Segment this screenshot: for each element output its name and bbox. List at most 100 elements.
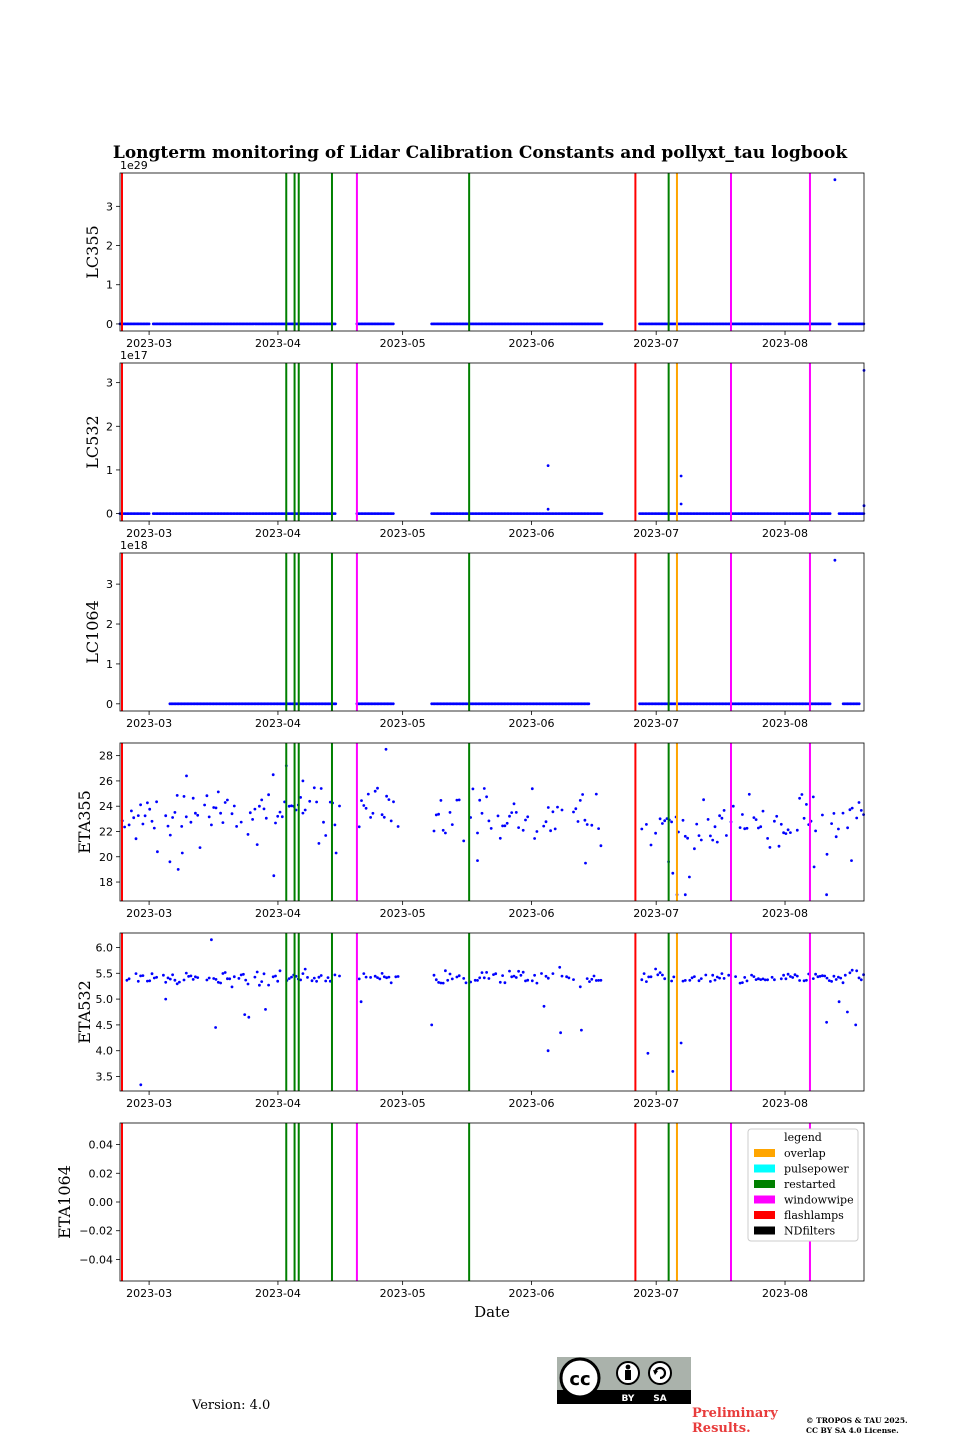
data-point xyxy=(697,979,701,983)
copyright-line-1: © TROPOS & TAU 2025. xyxy=(806,1416,908,1425)
y-axis-label: LC532 xyxy=(83,415,102,468)
panel-eta1064: 2023-03 2023-04 2023-05 2023-06 2023-07 2023-… xyxy=(55,1122,865,1300)
logbook-events xyxy=(121,933,811,1091)
data-point xyxy=(699,838,703,842)
data-point xyxy=(362,972,366,975)
data-point xyxy=(640,978,644,982)
data-point xyxy=(191,796,195,800)
legend-box xyxy=(747,1128,859,1242)
data-point xyxy=(162,973,165,977)
legend: legend overlap pulsepower restarted windowwi… xyxy=(747,1128,859,1242)
data-point xyxy=(857,976,861,980)
data-point xyxy=(713,825,717,829)
data-point xyxy=(802,979,806,983)
y-tick-label: 0.02 xyxy=(89,1167,114,1180)
data-point xyxy=(248,811,252,815)
data-point xyxy=(434,978,438,982)
data-point xyxy=(450,977,454,981)
data-point xyxy=(501,824,504,828)
data-point xyxy=(232,804,236,808)
data-point xyxy=(312,786,316,790)
data-point xyxy=(843,973,847,977)
data-point xyxy=(317,842,321,845)
data-point xyxy=(782,973,785,977)
x-tick-label: 2023-05 xyxy=(380,1287,426,1300)
data-point xyxy=(526,815,530,819)
data-point xyxy=(378,977,382,981)
y-tick-label: 3 xyxy=(106,200,113,213)
data-point xyxy=(752,816,756,819)
data-point xyxy=(645,980,648,983)
legend-label: restarted xyxy=(784,1178,836,1191)
x-tick-label: 2023-07 xyxy=(633,1287,679,1300)
y-tick-label: 28 xyxy=(99,750,113,763)
data-point xyxy=(793,973,797,977)
axes-frame xyxy=(119,172,865,332)
data-point xyxy=(439,981,443,985)
copyright-line-2: CC BY SA 4.0 License. xyxy=(806,1426,899,1435)
y-tick-label: 20 xyxy=(99,851,113,864)
axes-frame xyxy=(119,742,865,902)
x-axis-label: Date xyxy=(474,1303,510,1321)
data-point xyxy=(786,828,790,832)
data-point xyxy=(848,808,852,812)
data-point xyxy=(127,823,131,827)
data-point xyxy=(574,807,578,811)
data-point xyxy=(821,813,824,817)
data-point xyxy=(782,831,785,835)
y-tick-label: 2 xyxy=(106,618,113,631)
logbook-events xyxy=(121,743,811,901)
data-point xyxy=(376,786,379,790)
data-point xyxy=(194,975,197,979)
data-point xyxy=(380,813,384,817)
data-point xyxy=(366,792,370,796)
y-tick-label: 26 xyxy=(99,775,113,788)
axes-frame xyxy=(119,932,865,1092)
data-point xyxy=(859,809,863,812)
data-point xyxy=(647,975,651,979)
data-point xyxy=(319,974,323,977)
data-point xyxy=(779,822,783,826)
data-point xyxy=(184,971,188,975)
data-point xyxy=(745,826,749,830)
data-point xyxy=(695,822,699,826)
data-point xyxy=(825,893,828,897)
panel-lc355: 2023-03 2023-04 2023-05 2023-06 2023-07 2023-… xyxy=(83,159,866,350)
data-point xyxy=(741,981,744,984)
data-point xyxy=(517,969,520,973)
data-point xyxy=(837,975,840,979)
data-point xyxy=(175,982,179,986)
data-point xyxy=(476,831,479,835)
data-point xyxy=(784,832,788,835)
data-point xyxy=(132,816,136,820)
data-point xyxy=(258,983,261,987)
data-point xyxy=(299,796,302,799)
data-points xyxy=(125,938,865,1087)
data-point xyxy=(326,976,330,979)
y-tick-label: 5.5 xyxy=(96,967,114,980)
data-point xyxy=(237,977,241,980)
data-point xyxy=(649,843,653,847)
data-point xyxy=(833,178,837,182)
data-point xyxy=(519,973,523,977)
copyright-notice: © TROPOS & TAU 2025. CC BY SA 4.0 Licens… xyxy=(806,1416,908,1436)
data-point xyxy=(264,816,268,820)
data-point xyxy=(457,798,461,802)
data-point xyxy=(485,795,488,799)
data-point xyxy=(587,702,591,706)
data-point xyxy=(274,821,277,825)
y-offset-text: 1e29 xyxy=(120,159,148,172)
x-tick-label: 2023-05 xyxy=(380,1097,426,1110)
data-point xyxy=(750,973,753,977)
data-point xyxy=(600,322,604,326)
data-point xyxy=(444,831,447,835)
data-point xyxy=(216,980,220,984)
legend-swatch xyxy=(754,1149,775,1157)
data-point xyxy=(146,801,149,805)
data-point xyxy=(168,860,172,864)
data-point xyxy=(718,814,721,818)
data-point xyxy=(391,322,395,326)
data-point xyxy=(777,844,781,848)
data-point xyxy=(271,773,275,777)
